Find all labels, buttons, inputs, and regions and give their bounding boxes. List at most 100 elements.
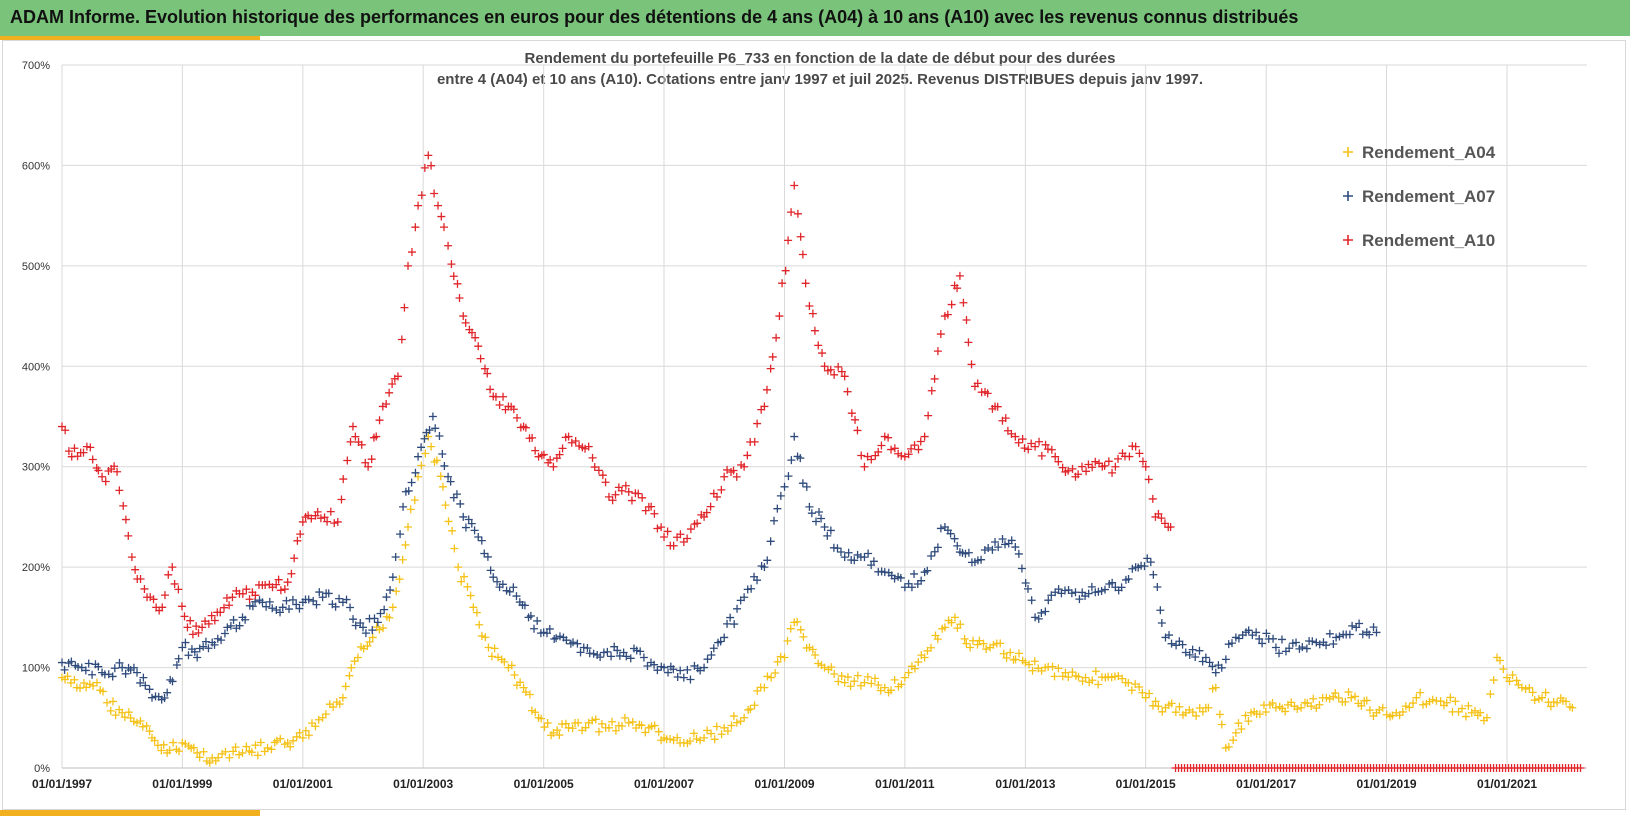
rendement-a07-point xyxy=(707,651,716,660)
rendement-a04-point xyxy=(106,706,115,715)
rendement-a04-point xyxy=(424,432,433,441)
rendement-a10-point xyxy=(449,272,458,281)
rendement-a04-point xyxy=(594,727,603,736)
rendement-a04-point xyxy=(189,743,198,752)
rendement-a07-point xyxy=(653,666,662,675)
rendement-a04-point xyxy=(1050,672,1059,681)
rendement-a10-point xyxy=(1088,463,1097,472)
rendement-a04-point xyxy=(1401,702,1410,711)
rendement-a04-point xyxy=(673,733,682,742)
rendement-a04-point xyxy=(79,678,88,687)
rendement-a07-point xyxy=(440,461,449,470)
rendement-a04-point xyxy=(231,743,240,752)
rendement-a07-point xyxy=(315,588,324,597)
rendement-a04-point xyxy=(1334,693,1343,702)
rendement-a04-point xyxy=(727,721,736,730)
rendement-a10-point xyxy=(805,302,814,311)
rendement-a04-point xyxy=(304,731,313,740)
rendement-a10-point xyxy=(183,623,192,632)
rendement-a04-point xyxy=(1127,686,1136,695)
rendement-a04-point xyxy=(1521,684,1530,693)
rendement-a10-point xyxy=(427,161,436,170)
rendement-a04-point xyxy=(1030,657,1039,666)
rendement-a04-point xyxy=(363,642,372,651)
rendement-a07-point xyxy=(456,499,465,508)
rendement-a07-point xyxy=(927,551,936,560)
rendement-a04-point xyxy=(469,603,478,612)
rendement-a04-point xyxy=(811,651,820,660)
rendement-a04-point xyxy=(1549,698,1558,707)
rendement-a10-point xyxy=(634,489,643,498)
rendement-a07-point xyxy=(223,623,232,632)
rendement-a10-point xyxy=(943,310,952,319)
rendement-a10-point xyxy=(669,541,678,550)
rendement-a10-point xyxy=(877,441,886,450)
rendement-a10-point xyxy=(851,415,860,424)
rendement-a10-point xyxy=(567,438,576,447)
rendement-a07-point xyxy=(459,512,468,521)
rendement-a04-point xyxy=(521,688,530,697)
rendement-a04-point xyxy=(746,705,755,714)
rendement-a04-point xyxy=(874,680,883,689)
rendement-a04-point xyxy=(392,587,401,596)
rendement-a07-point xyxy=(984,544,993,553)
legend-label-rendement-a10: Rendement_A10 xyxy=(1362,231,1495,250)
rendement-a07-point xyxy=(1149,570,1158,579)
rendement-a04-point xyxy=(588,716,597,725)
rendement-a10-point xyxy=(210,616,219,625)
rendement-a07-point xyxy=(1269,634,1278,643)
rendement-a07-point xyxy=(145,685,154,694)
accent-bar-top xyxy=(0,36,260,40)
rendement-a07-point xyxy=(356,619,365,627)
rendement-a07-point xyxy=(988,545,997,554)
rendement-a07-point xyxy=(399,502,408,511)
rendement-a07-point xyxy=(304,595,313,604)
rendement-a10-point xyxy=(207,611,216,620)
rendement-a10-point xyxy=(564,432,573,441)
rendement-a10-point xyxy=(1138,457,1147,466)
rendement-a07-point xyxy=(77,663,86,672)
rendement-a04-point xyxy=(525,690,534,699)
rendement-a07-point xyxy=(896,573,905,582)
rendement-a04-point xyxy=(385,613,394,622)
rendement-a07-point xyxy=(359,623,368,632)
rendement-a07-point xyxy=(1227,639,1236,648)
rendement-a10-point xyxy=(784,236,793,245)
rendement-a10-point xyxy=(801,279,810,288)
rendement-a10-point xyxy=(198,623,207,632)
rendement-a10-point xyxy=(320,513,329,522)
rendement-a07-point xyxy=(1156,606,1165,615)
rendement-a04-point xyxy=(457,577,466,586)
rendement-a04-point xyxy=(253,751,262,760)
rendement-a04-point xyxy=(214,753,223,762)
rendement-a04-point xyxy=(597,719,606,728)
rendement-a04-point xyxy=(286,742,295,751)
rendement-a07-point xyxy=(998,534,1007,543)
rendement-a10-point xyxy=(1114,454,1123,463)
rendement-a10-point xyxy=(293,536,302,545)
chart-gridlines xyxy=(61,64,1587,769)
rendement-a04-point xyxy=(338,693,347,702)
rendement-a04-point xyxy=(169,738,178,747)
rendement-a04-point xyxy=(1489,676,1498,685)
rendement-a10-point xyxy=(720,472,729,481)
rendement-a10-point xyxy=(164,570,173,579)
rendement-a04-point xyxy=(760,683,769,692)
rendement-a07-point xyxy=(798,479,807,488)
rendement-a10-point xyxy=(1091,457,1100,466)
rendement-a04-point xyxy=(335,700,344,709)
rendement-a10-point xyxy=(357,440,366,449)
rendement-a10-point xyxy=(962,315,971,324)
rendement-a07-point xyxy=(622,652,631,661)
rendement-a04-point xyxy=(843,673,852,682)
rendement-a10-point xyxy=(186,616,195,625)
rendement-a10-point xyxy=(216,608,225,617)
rendement-a04-point xyxy=(996,639,1005,648)
rendement-a10-point xyxy=(706,502,715,511)
rendement-a07-point xyxy=(1302,644,1311,653)
rendement-a10-point xyxy=(228,593,237,602)
rendement-a04-point xyxy=(1171,708,1180,717)
rendement-a04-point xyxy=(406,505,415,514)
rendement-a04-point xyxy=(329,703,338,712)
rendement-a04-point xyxy=(1486,690,1495,699)
